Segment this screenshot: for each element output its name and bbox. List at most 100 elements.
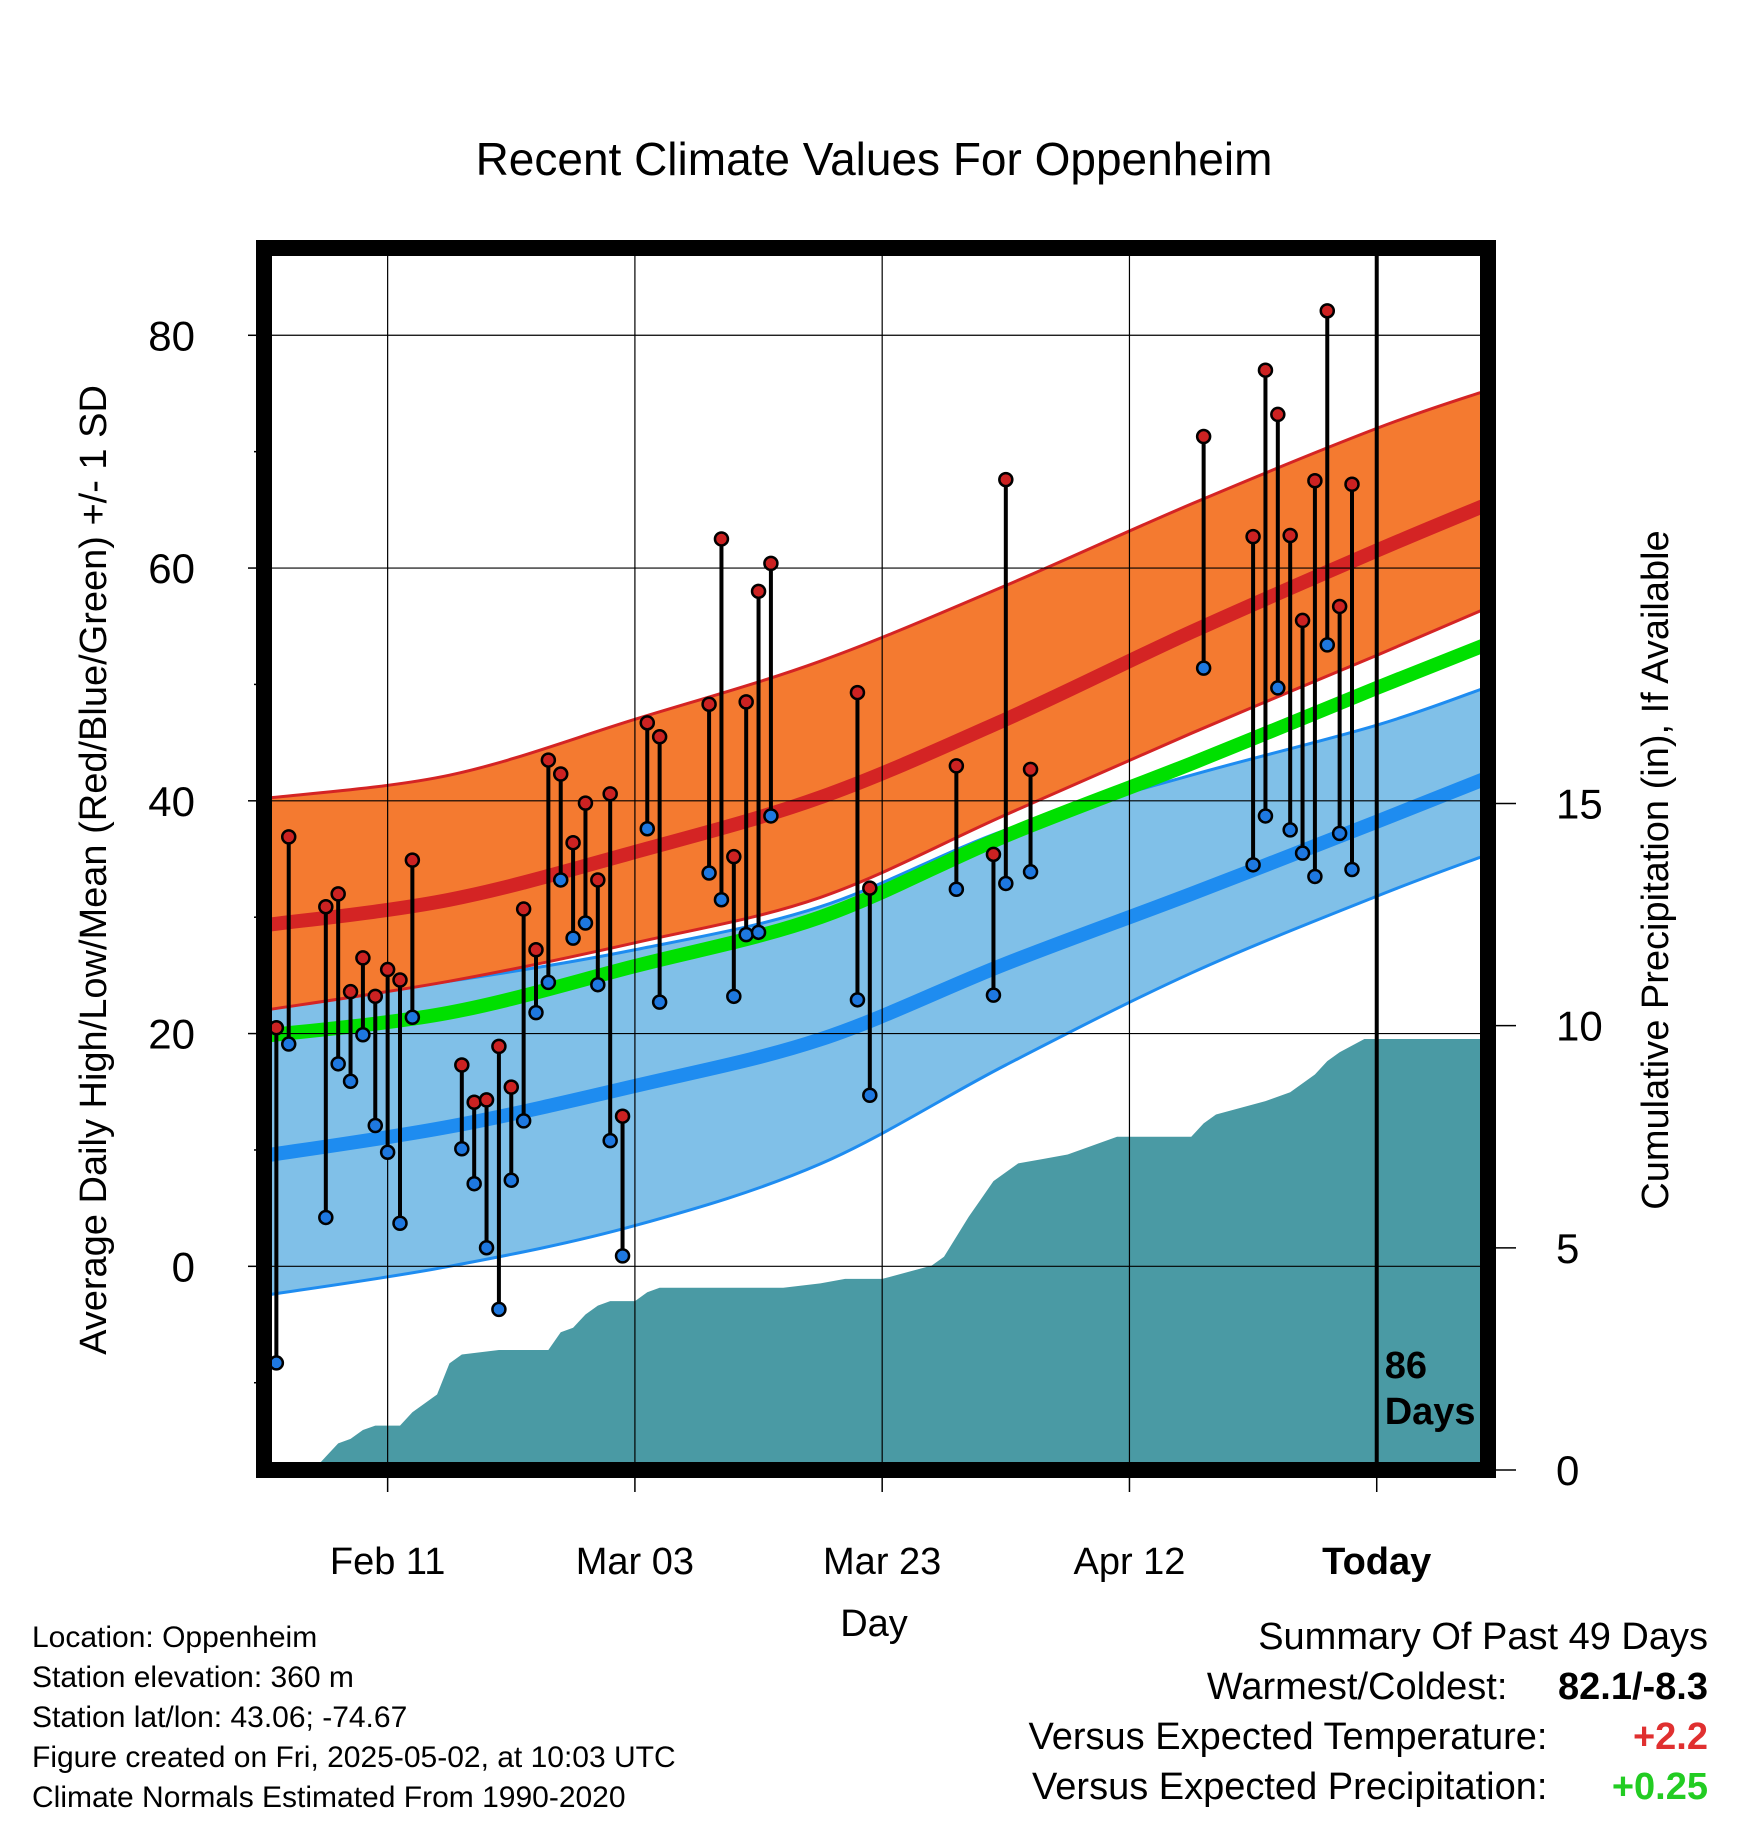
daily-low-point (491, 1301, 507, 1318)
daily-low-point (503, 1172, 520, 1188)
warmest-coldest-row: Warmest/Coldest: 82.1/-8.3 (888, 1662, 1708, 1712)
daily-low-point (565, 930, 581, 946)
daily-low-point (1257, 808, 1274, 824)
daily-high-point (466, 1094, 482, 1110)
daily-high-point (1307, 473, 1323, 489)
precip-anomaly-label: Versus Expected Precipitation: (1032, 1766, 1548, 1808)
y2-tick-label: 5 (1556, 1225, 1579, 1272)
daily-low-point (713, 891, 730, 908)
daily-high-point (849, 684, 866, 701)
daily-high-point (614, 1108, 631, 1124)
y2-tick-label: 10 (1556, 1003, 1603, 1050)
daily-high-point (738, 694, 754, 710)
daily-high-point (515, 901, 532, 917)
daily-low-point (367, 1117, 384, 1134)
normal-low-line (264, 771, 1488, 1163)
daily-low-point (639, 820, 656, 837)
daily-low-point (577, 915, 594, 931)
daily-low-point (1282, 822, 1298, 838)
y2-tick-label: 15 (1556, 780, 1603, 827)
x-tick-label: Mar 23 (823, 1541, 941, 1583)
summary-panel: Summary Of Past 49 Days Warmest/Coldest:… (888, 1612, 1708, 1812)
daily-high-point (330, 886, 346, 902)
daily-low-point (355, 1026, 371, 1043)
daily-high-point (639, 715, 656, 731)
daily-low-point (862, 1087, 878, 1104)
daily-low-point (948, 881, 965, 898)
daily-low-point (1022, 864, 1039, 880)
daily-low-point (590, 976, 606, 993)
daily-high-point (577, 795, 594, 811)
daily-low-point (750, 924, 767, 941)
daily-low-point (849, 992, 866, 1008)
precip-area (264, 1038, 1488, 1470)
daily-high-point (1294, 612, 1311, 629)
daily-low-point (701, 865, 717, 881)
created-text: Figure created on Fri, 2025-05-02, at 10… (32, 1741, 676, 1774)
daily-high-point (1331, 598, 1348, 615)
daily-high-point (379, 961, 396, 978)
daily-high-point (392, 972, 408, 988)
daily-high-point (1270, 406, 1286, 423)
normal-high-line (264, 497, 1488, 933)
daily-high-point (528, 942, 544, 958)
x-tick-label: Mar 03 (576, 1541, 694, 1583)
daily-high-point (985, 846, 1002, 863)
daily-low-point (1245, 857, 1261, 873)
daily-low-point (528, 1004, 544, 1021)
y2-tick-label: 0 (1556, 1447, 1579, 1494)
daily-low-point (392, 1215, 408, 1232)
y-tick-label: 20 (148, 1011, 195, 1058)
precip-anomaly-row: Versus Expected Precipitation: +0.25 (888, 1762, 1708, 1812)
daily-high-point (1195, 428, 1212, 445)
daily-low-point (614, 1248, 631, 1264)
daily-low-point (738, 926, 754, 943)
summary-heading: Summary Of Past 49 Days (1258, 1616, 1708, 1658)
daily-high-point (998, 471, 1014, 488)
daily-low-point (985, 987, 1002, 1003)
daily-high-point (318, 898, 334, 915)
daily-low-point (379, 1144, 396, 1161)
daily-low-point (478, 1239, 495, 1256)
x-tick-label: Feb 11 (330, 1541, 445, 1583)
daily-low-point (763, 808, 779, 824)
daily-high-point (948, 758, 965, 774)
daily-low-point (330, 1056, 346, 1072)
station-info: Location: Oppenheim Station elevation: 3… (32, 1618, 676, 1818)
daily-low-point (318, 1209, 334, 1226)
plot-content: 86 Days (264, 248, 1488, 1470)
daily-high-point (726, 848, 742, 865)
daily-high-point (750, 583, 767, 600)
daily-low-point (540, 974, 557, 991)
daily-high-point (280, 829, 297, 845)
daily-high-point (651, 729, 668, 745)
elevation-text: Station elevation: 360 m (32, 1661, 354, 1694)
daily-high-point (763, 555, 779, 572)
temp-anomaly-row: Versus Expected Temperature: +2.2 (888, 1712, 1708, 1762)
daily-high-point (565, 834, 581, 851)
daily-high-point (478, 1092, 495, 1108)
daily-high-point (1344, 476, 1360, 493)
daily-low-point (466, 1175, 482, 1192)
location-text: Location: Oppenheim (32, 1621, 318, 1654)
daily-high-point (1257, 362, 1274, 378)
daily-high-point (713, 531, 730, 547)
daily-high-point (1282, 527, 1298, 544)
daily-high-point (701, 696, 717, 712)
daily-low-point (404, 1009, 421, 1026)
daily-high-point (491, 1038, 507, 1055)
x-axis-label: Day (840, 1603, 908, 1645)
today-days-line: 86 (1385, 1345, 1427, 1387)
temp-anomaly-value: +2.2 (1632, 1716, 1708, 1758)
warmest-label: Warmest/Coldest: (1206, 1666, 1508, 1708)
today-days-line: Days (1385, 1391, 1476, 1433)
daily-high-point (1022, 761, 1039, 778)
daily-low-point (342, 1073, 359, 1090)
y-tick-label: 40 (148, 778, 195, 825)
daily-high-point (503, 1079, 520, 1095)
daily-high-point (355, 950, 371, 966)
daily-low-point (1294, 845, 1311, 861)
normals-text: Climate Normals Estimated From 1990-2020 (32, 1781, 626, 1814)
latlon-text: Station lat/lon: 43.06; -74.67 (32, 1701, 408, 1734)
